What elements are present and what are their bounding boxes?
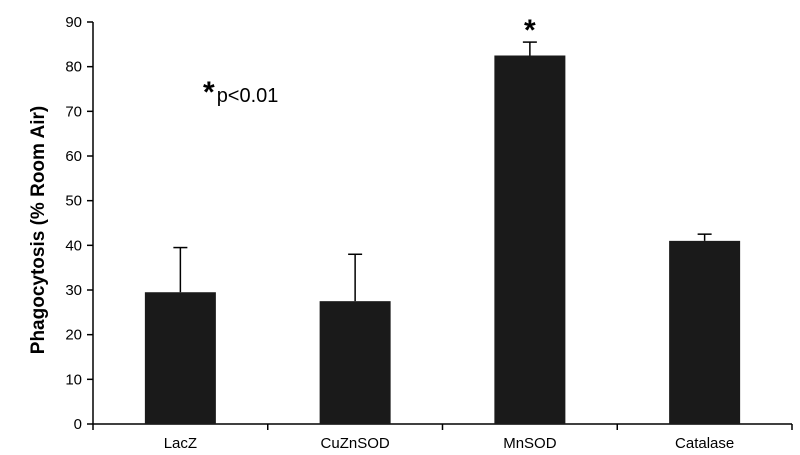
y-tick-label: 20 [65, 327, 82, 344]
y-tick-label: 90 [65, 14, 82, 31]
y-axis-label: Phagocytosis (% Room Air) [28, 106, 49, 354]
x-tick-label: CuZnSOD [321, 435, 390, 452]
y-tick-label: 40 [65, 237, 82, 254]
y-tick-label: 0 [74, 416, 82, 433]
y-tick-label: 70 [65, 103, 82, 120]
bar-cuznsod [319, 301, 391, 424]
annotation-text: p<0.01 [217, 85, 279, 107]
bar-lacz [144, 292, 216, 424]
x-tick-label: LacZ [164, 435, 197, 452]
x-tick-label: MnSOD [503, 435, 557, 452]
y-axis: 0 10 20 30 40 50 60 70 80 90 [65, 14, 94, 433]
y-tick-label: 60 [65, 148, 82, 165]
bars: * [144, 14, 741, 424]
x-axis: LacZ CuZnSOD MnSOD Catalase [92, 423, 793, 452]
annotation-star: * [203, 76, 215, 109]
significance-star: * [524, 14, 536, 47]
y-tick-label: 80 [65, 59, 82, 76]
y-tick-label: 50 [65, 193, 82, 210]
x-tick-label: Catalase [675, 435, 734, 452]
bar-catalase [669, 240, 741, 424]
bar-mnsod [494, 55, 566, 424]
y-tick-label: 10 [65, 371, 82, 388]
significance-annotation: * p<0.01 [203, 76, 278, 109]
y-tick-label: 30 [65, 282, 82, 299]
